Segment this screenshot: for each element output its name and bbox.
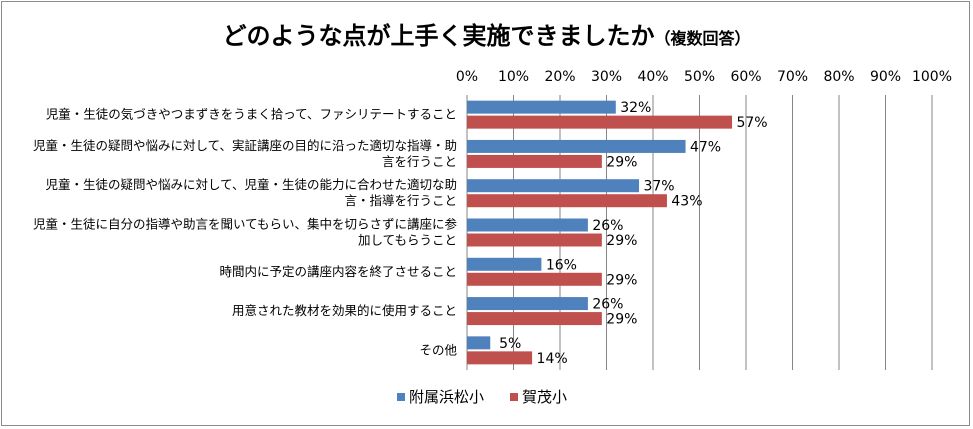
bar-series1: [467, 336, 491, 350]
x-axis-ticks: 0% 10% 20% 30% 40% 50% 60% 70% 80% 90% 100%: [456, 69, 952, 85]
category-label-line: 言・指導を行うこと: [344, 193, 457, 208]
category-label-line: 加してもらうこと: [358, 233, 457, 248]
bar-series1: [467, 257, 542, 271]
x-tick-label: 0%: [456, 69, 478, 85]
data-label: 29%: [606, 272, 637, 288]
data-label: 47%: [690, 139, 721, 155]
data-label: 14%: [537, 351, 568, 367]
data-label: 26%: [592, 218, 623, 234]
bar-series1: [467, 218, 588, 232]
data-label: 32%: [620, 100, 651, 116]
category-label-line: 時間内に予定の講座内容を終了させること: [219, 264, 457, 279]
x-tick-label: 100%: [912, 69, 952, 85]
bar-series1: [467, 100, 616, 114]
legend-item: 附属浜松小: [397, 388, 484, 406]
bar-series2: [467, 272, 602, 286]
bar-series2: [467, 312, 602, 326]
category-label-line: 言を行うこと: [382, 154, 457, 169]
category-label: 時間内に予定の講座内容を終了させること: [219, 264, 457, 279]
category-label-line: 児童・生徒の気づきやつまずきをうまく拾って、ファシリテートすること: [46, 107, 457, 122]
category-label-line: 児童・生徒の疑問や悩みに対して、児童・生徒の能力に合わせた適切な助: [45, 177, 457, 192]
category-label-line: 児童・生徒に自分の指導や助言を聞いてもらい、集中を切らさずに講座に参: [33, 217, 458, 232]
category-labels: 児童・生徒の気づきやつまずきをうまく拾って、ファシリテートすること児童・生徒の疑…: [33, 107, 458, 358]
data-labels: 32%57%47%29%37%43%26%29%16%29%26%29%5%14…: [499, 100, 767, 367]
x-tick-label: 10%: [498, 69, 529, 85]
bar-series2: [467, 351, 533, 365]
x-tick-label: 30%: [591, 69, 622, 85]
category-label-line: その他: [419, 342, 457, 357]
category-label-line: 児童・生徒の疑問や悩みに対して、実証講座の目的に沿った適切な指導・助: [33, 138, 457, 153]
bar-series2: [467, 194, 667, 208]
x-tick-label: 90%: [870, 69, 901, 85]
category-label: 用意された教材を効果的に使用すること: [232, 303, 457, 318]
gridlines: [466, 95, 933, 370]
legend-swatch: [397, 393, 405, 401]
category-label-line: 用意された教材を効果的に使用すること: [232, 303, 457, 318]
x-tick-label: 40%: [637, 69, 668, 85]
x-tick-label: 80%: [823, 69, 854, 85]
legend-label: 賀茂小: [522, 388, 567, 406]
data-label: 37%: [643, 179, 674, 195]
category-label: 児童・生徒の気づきやつまずきをうまく拾って、ファシリテートすること: [46, 107, 457, 122]
category-label: その他: [419, 342, 457, 357]
data-label: 5%: [499, 336, 521, 352]
x-tick-label: 50%: [684, 69, 715, 85]
x-tick-label: 20%: [544, 69, 575, 85]
data-label: 29%: [606, 312, 637, 328]
x-tick-label: 60%: [730, 69, 761, 85]
data-label: 29%: [606, 154, 637, 170]
legend-label: 附属浜松小: [409, 388, 484, 406]
legend-item: 賀茂小: [510, 388, 567, 406]
data-label: 43%: [671, 194, 702, 210]
legend: 附属浜松小 賀茂小: [397, 388, 567, 406]
bars: [467, 100, 733, 365]
bar-series2: [467, 154, 602, 168]
bar-series2: [467, 233, 602, 247]
chart-title-main: どのような点が上手く実施できましたか: [222, 22, 655, 50]
category-label: 児童・生徒に自分の指導や助言を聞いてもらい、集中を切らさずに講座に参加してもらう…: [33, 217, 458, 248]
data-label: 29%: [606, 233, 637, 249]
category-label: 児童・生徒の疑問や悩みに対して、児童・生徒の能力に合わせた適切な助言・指導を行う…: [45, 177, 457, 208]
bar-series1: [467, 297, 588, 311]
chart-title-note: （複数回答）: [654, 29, 751, 48]
legend-swatch: [510, 393, 518, 401]
bar-series1: [467, 139, 686, 153]
data-label: 57%: [736, 115, 767, 131]
x-tick-label: 70%: [777, 69, 808, 85]
bar-series2: [467, 115, 733, 129]
bar-series1: [467, 179, 640, 193]
data-label: 26%: [592, 297, 623, 313]
chart-title: どのような点が上手く実施できましたか（複数回答）: [0, 16, 973, 51]
data-label: 16%: [546, 257, 577, 273]
